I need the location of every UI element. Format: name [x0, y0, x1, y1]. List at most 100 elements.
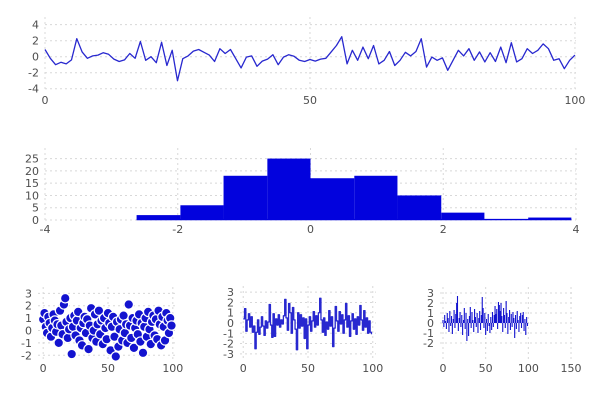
x-tick-label: 50 — [301, 362, 315, 375]
stem-bar — [456, 296, 459, 323]
histogram-bar — [180, 205, 224, 221]
stem-bar — [477, 323, 479, 333]
y-tick-label: 1 — [227, 307, 234, 320]
y-tick-label: 4 — [32, 19, 39, 32]
y-tick-label: 3 — [227, 286, 234, 299]
y-tick-label: 2 — [32, 35, 39, 48]
x-tick-label: 0 — [240, 362, 247, 375]
histogram-bar — [223, 175, 268, 221]
y-tick-label: 2 — [427, 297, 434, 310]
stem-bar — [514, 315, 517, 323]
stem-bar — [490, 317, 492, 323]
stem-bar — [517, 320, 519, 323]
stem-bar — [492, 323, 494, 327]
stem-bar — [453, 310, 455, 323]
scatter-point — [137, 347, 149, 359]
stem-bar — [496, 309, 498, 323]
x-tick-label: 50 — [303, 94, 317, 107]
y-tick-label: 0 — [32, 51, 39, 64]
stem-bar — [498, 305, 500, 323]
histogram-bar — [441, 212, 485, 221]
stem-bar — [479, 311, 481, 323]
stem-bar — [485, 323, 487, 335]
stem-bar — [482, 308, 484, 323]
y-tick-label: 15 — [25, 177, 39, 190]
stem-bar — [525, 323, 527, 335]
stem-bar — [481, 297, 483, 323]
stem-bar — [509, 323, 511, 330]
x-tick-label: 0 — [40, 362, 47, 375]
scatter-point — [110, 351, 122, 362]
stem-bar — [471, 312, 473, 323]
stem-bar — [450, 323, 452, 326]
y-tick-label: 1 — [25, 312, 32, 325]
y-tick-label: 2 — [227, 296, 234, 309]
stem-bar — [502, 323, 504, 332]
x-tick-label: 100 — [518, 362, 539, 375]
y-tick-label: 3 — [25, 287, 32, 300]
stem-bar — [465, 313, 467, 323]
stem-bar — [520, 313, 522, 323]
x-tick-label: 100 — [362, 362, 383, 375]
stem-bar — [513, 318, 515, 323]
histogram-bar — [267, 158, 311, 221]
histogram-bar — [354, 175, 398, 221]
timeseries-plot-line — [44, 36, 576, 82]
x-tick-label: 100 — [564, 94, 585, 107]
y-tick-label: -2 — [28, 67, 39, 80]
stem-bar — [489, 323, 491, 333]
scatter-point — [59, 292, 71, 304]
stem-bar — [488, 323, 490, 326]
stem-bar — [479, 323, 482, 330]
stem-bar — [499, 311, 501, 323]
y-tick-label: -3 — [223, 348, 234, 361]
y-tick-label: 20 — [25, 165, 39, 178]
stem-bar — [451, 323, 453, 334]
scatter-point — [166, 320, 177, 331]
stem-bar — [468, 323, 470, 336]
stem-bar — [510, 314, 512, 323]
stem-bar — [526, 323, 529, 326]
stem-bar — [523, 323, 525, 331]
stem-bar — [446, 313, 448, 323]
scatter-point — [83, 343, 94, 355]
y-tick-label: -1 — [21, 337, 32, 350]
timeseries-plot: -4 -2 0 2 4 0 50 100 — [28, 17, 585, 107]
stem-bar — [450, 316, 453, 323]
stem-bar — [512, 312, 514, 323]
y-tick-label: 0 — [227, 317, 234, 330]
stem-bar — [506, 313, 508, 323]
y-tick-label: 2 — [25, 300, 32, 313]
stem-bar — [493, 315, 495, 323]
stem-bar — [464, 323, 466, 329]
stem-bar — [457, 323, 459, 331]
y-tick-label: 10 — [25, 189, 39, 202]
x-tick-label: 0 — [42, 94, 49, 107]
y-tick-label: -2 — [423, 337, 434, 350]
y-tick-label: -4 — [28, 83, 39, 96]
stem-bar — [461, 315, 463, 323]
histogram-bar — [528, 217, 572, 221]
stem-bar — [485, 319, 488, 323]
histogram-bar — [136, 215, 181, 221]
stem-bar — [511, 323, 513, 327]
scatter-point — [123, 299, 135, 310]
stem-bar — [468, 316, 470, 323]
y-tick-label: 25 — [25, 153, 39, 166]
x-tick-label: 4 — [573, 223, 580, 236]
stem-bar — [460, 323, 462, 327]
x-tick-label: 50 — [479, 362, 493, 375]
stem-bar — [515, 323, 517, 329]
stem-bar — [462, 320, 465, 323]
stem-bar — [459, 312, 461, 323]
stem-bar — [526, 317, 528, 323]
stem-bar — [503, 315, 505, 323]
histogram-bar — [397, 195, 442, 221]
stem-bar — [445, 323, 447, 329]
x-tick-label: -2 — [172, 223, 183, 236]
stem-bar — [486, 323, 488, 331]
stem-bar — [472, 320, 474, 323]
